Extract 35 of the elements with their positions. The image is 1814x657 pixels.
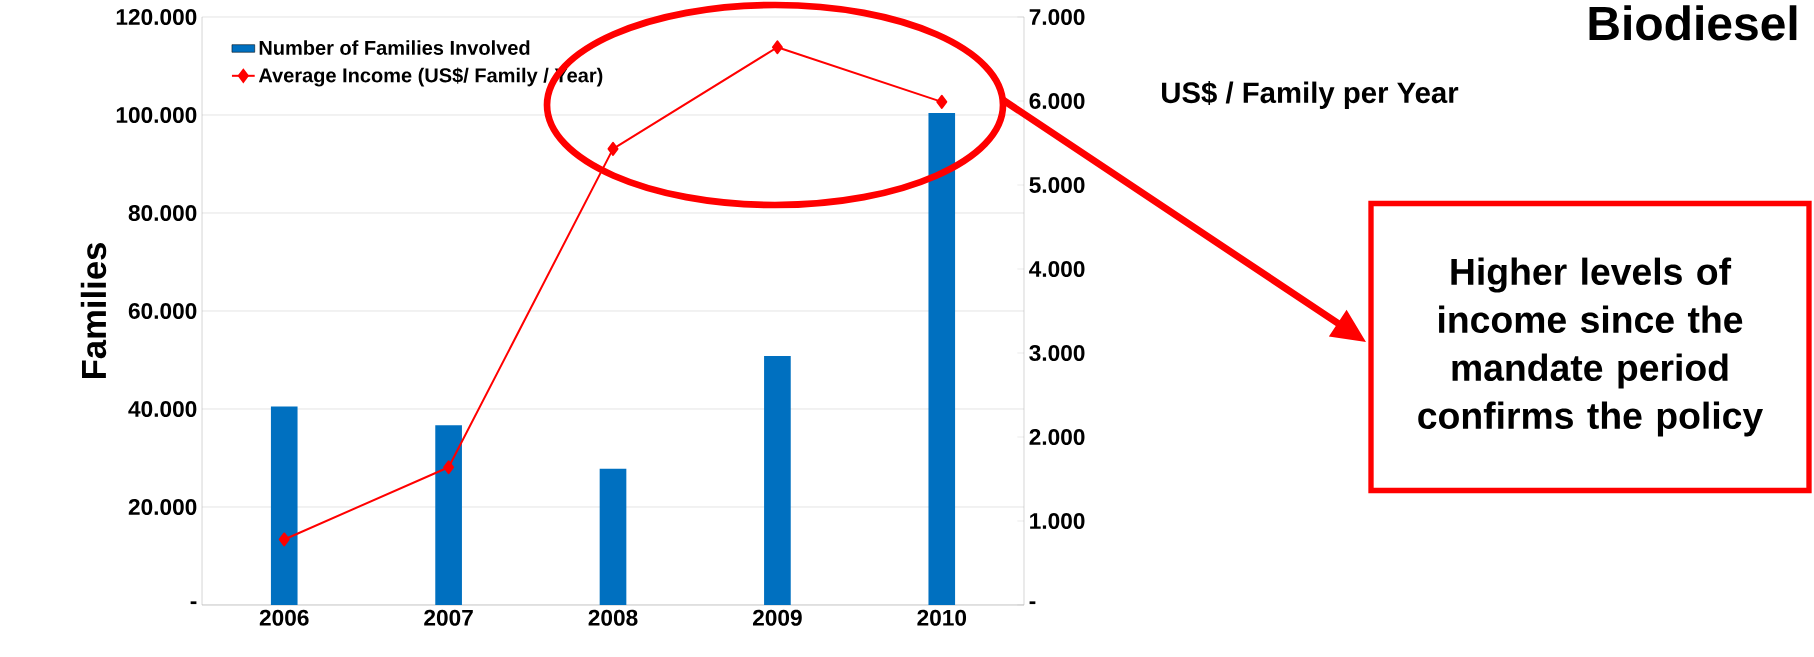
y-tick-label: 80.000 [128,204,197,222]
text: Higher levels of income since the mandate period confirms the policy [1418,257,1763,437]
bar [599,468,627,605]
y2-tick-label: 2.000 [1029,428,1085,446]
y2-tick-label: 3.000 [1029,344,1085,362]
y-tick-label: 20.000 [128,498,197,516]
y-axis-title: Families [80,243,107,379]
x-tick-label: 2010 [917,609,967,626]
bar [928,113,956,605]
point [443,460,455,475]
y2-tick-label: 1.000 [1030,512,1085,530]
point [278,532,290,547]
point [607,141,619,156]
bar [764,356,791,605]
y-tick-label: 120.000 [116,8,197,26]
legend-label: Number of Families Involved [259,40,530,55]
y2-axis-title: US$ / Family per Year [1162,81,1459,109]
y-tick-label: 100.000 [116,106,197,124]
y2-tick-label: - [1029,601,1036,605]
text: Biodiesel [1589,5,1797,41]
x-tick-label: 2009 [752,609,802,626]
y2-tick-label: 7.000 [1029,8,1085,26]
x-tick-label: 2008 [588,609,638,626]
y2-tick-label: 6.000 [1029,92,1085,110]
x-tick-label: 2006 [259,609,309,626]
y2-tick-label: 5.000 [1029,176,1085,194]
x-tick-label: 2007 [424,609,473,626]
y-tick-label: 40.000 [128,400,197,418]
y-tick-label: 60.000 [128,302,197,320]
bar [435,425,462,605]
y2-tick-label: 4.000 [1029,260,1085,278]
point [936,94,948,109]
y-tick-label: - [190,601,197,605]
bar [270,406,298,605]
point [771,40,783,55]
